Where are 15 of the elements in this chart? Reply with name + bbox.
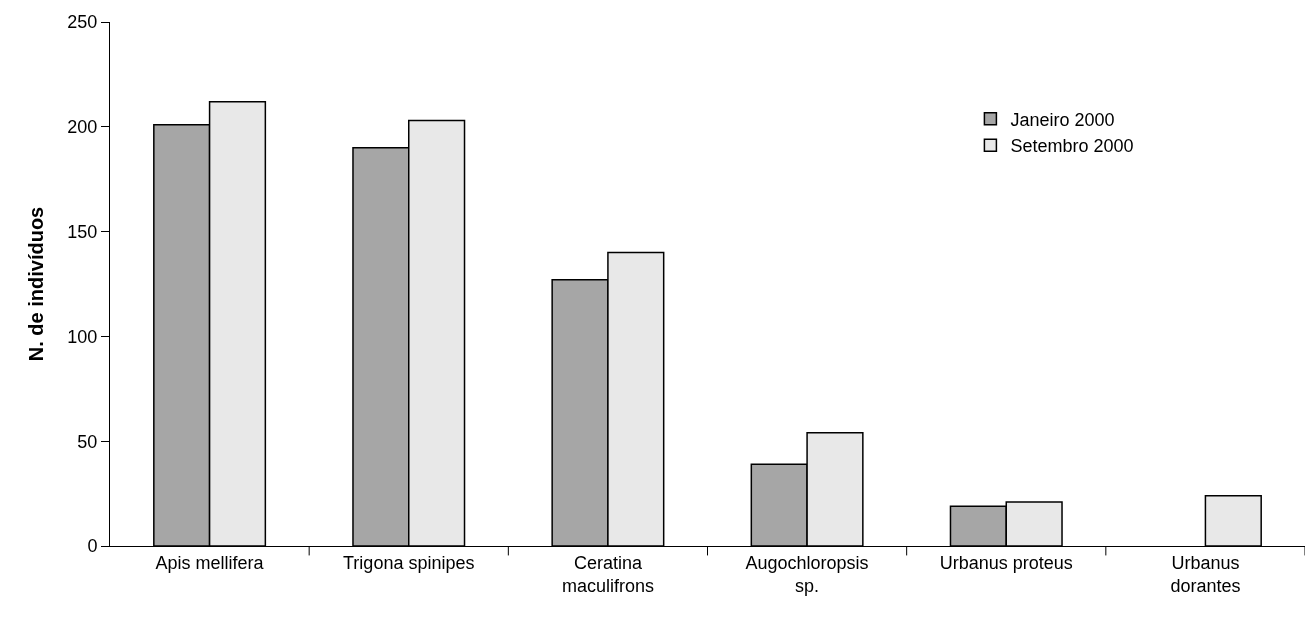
x-tick-label: Augochloropsis sp. — [745, 552, 869, 596]
x-tick-label: Urbanus dorantes — [1170, 552, 1241, 596]
y-tick-label: 0 — [87, 536, 98, 557]
y-axis-title: N. de indivíduos — [24, 206, 47, 362]
legend-label: Setembro 2000 — [1010, 136, 1134, 157]
x-tick-label: Apis mellifera — [155, 552, 265, 573]
y-tick-label: 100 — [67, 326, 98, 347]
y-tick-label: 150 — [67, 221, 98, 242]
x-tick-label: Urbanus proteus — [939, 552, 1073, 573]
x-tick-label: Ceratina maculifrons — [561, 552, 654, 596]
y-tick-label: 200 — [67, 117, 98, 138]
legend-label: Janeiro 2000 — [1010, 109, 1115, 130]
x-tick-label: Trigona spinipes — [343, 552, 475, 573]
y-tick-label: 50 — [77, 431, 98, 452]
y-tick-label: 250 — [67, 12, 98, 33]
